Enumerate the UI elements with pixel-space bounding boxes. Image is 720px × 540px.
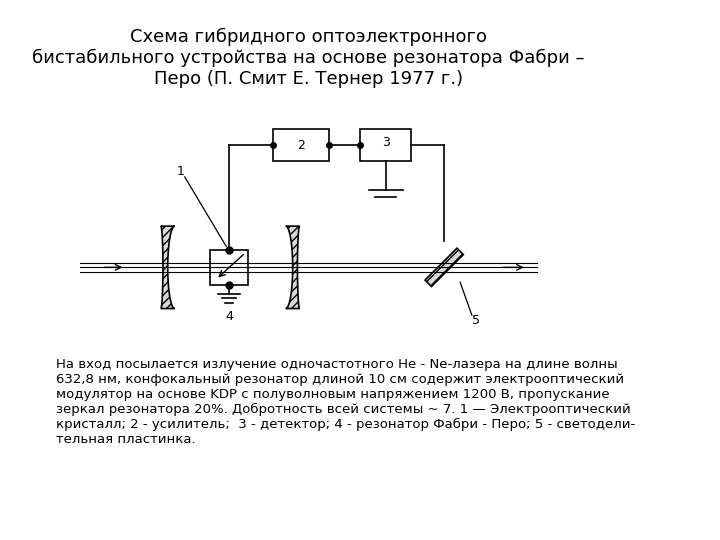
Bar: [210, 250, 248, 285]
Polygon shape: [425, 248, 464, 287]
Text: Схема гибридного оптоэлектронного
бистабильного устройства на основе резонатора : Схема гибридного оптоэлектронного бистаб…: [32, 28, 585, 88]
Text: На вход посылается излучение одночастотного Не - Ne-лазера на длине волны
632,8 : На вход посылается излучение одночастотн…: [56, 357, 635, 446]
Text: 4: 4: [225, 310, 233, 323]
Polygon shape: [161, 226, 175, 308]
Polygon shape: [286, 226, 300, 308]
Text: 5: 5: [472, 314, 480, 327]
Text: 1: 1: [177, 165, 185, 178]
Text: 2: 2: [297, 139, 305, 152]
Bar: [361, 129, 411, 161]
Text: 3: 3: [382, 136, 390, 149]
Bar: [273, 129, 328, 161]
